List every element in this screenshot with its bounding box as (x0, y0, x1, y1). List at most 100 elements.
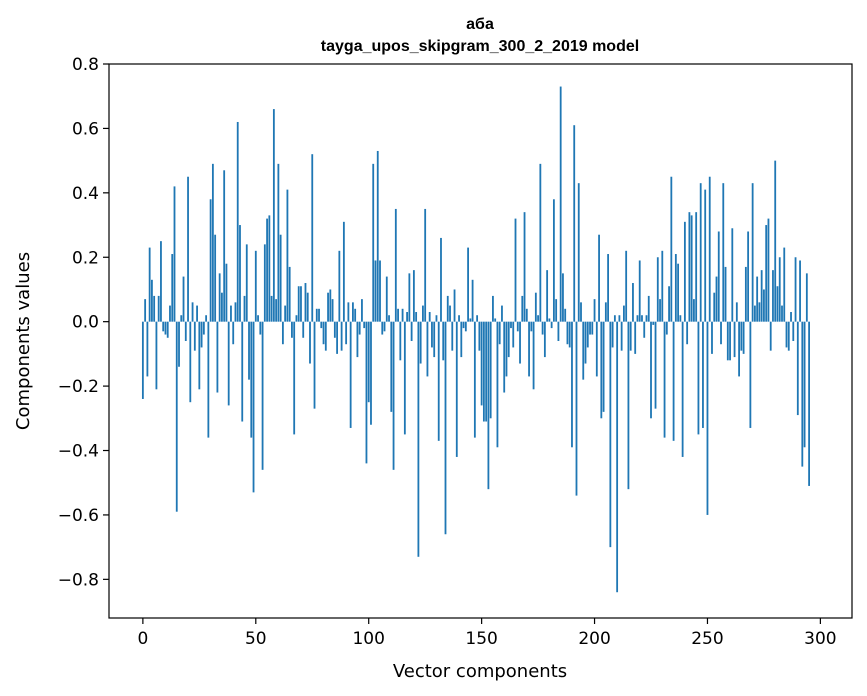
bar (458, 315, 460, 322)
bar (604, 302, 607, 322)
bar (342, 221, 345, 322)
bar (318, 308, 320, 322)
bar (193, 321, 196, 351)
bar (557, 321, 560, 341)
bar (442, 321, 445, 361)
bar (162, 321, 165, 332)
bar (602, 321, 605, 412)
bar (376, 150, 379, 322)
bar (315, 308, 318, 322)
bar (661, 250, 664, 322)
bar (507, 321, 510, 358)
bar (200, 321, 203, 348)
bar (595, 321, 598, 377)
x-axis-label: Vector components (393, 661, 567, 682)
bar (473, 321, 476, 438)
bar (263, 244, 266, 322)
bar (320, 321, 323, 329)
bar (679, 315, 682, 322)
bar (695, 212, 698, 322)
bar (462, 321, 465, 329)
bar (571, 321, 573, 448)
bar (756, 276, 759, 322)
bar (148, 247, 151, 322)
bar (157, 295, 160, 322)
bar (799, 260, 801, 322)
bar (566, 321, 569, 345)
bar (469, 318, 472, 322)
bar (523, 212, 526, 322)
bar (331, 299, 334, 322)
bar (180, 315, 183, 322)
bar (688, 212, 691, 322)
bar (241, 321, 244, 422)
y-tick-label: −0.4 (58, 442, 99, 462)
bar (643, 321, 646, 338)
bar (250, 321, 253, 438)
bar (293, 321, 296, 435)
bar (329, 289, 332, 322)
bar (225, 263, 228, 322)
bar (444, 321, 447, 535)
bar (259, 321, 262, 335)
bar (221, 292, 223, 322)
bar (153, 295, 156, 322)
bar (620, 321, 623, 351)
y-tick-label: −0.8 (58, 570, 99, 590)
chart-title-model: tayga_upos_skipgram_300_2_2019 model (321, 38, 639, 55)
bar (189, 321, 192, 403)
bar (778, 257, 781, 322)
bar (392, 321, 395, 470)
bar (417, 321, 420, 557)
bar (435, 315, 438, 322)
bar (440, 237, 442, 322)
x-tick-label: 300 (804, 629, 836, 649)
bar (354, 308, 357, 322)
bar (582, 321, 585, 380)
bar (656, 257, 659, 322)
bar (214, 234, 217, 322)
bar (146, 321, 149, 377)
bar (634, 321, 637, 354)
bar (324, 321, 327, 351)
y-tick-label: 0.0 (72, 313, 99, 333)
bar (284, 305, 287, 322)
bar (155, 321, 158, 390)
bar (796, 321, 799, 416)
bar (410, 321, 413, 341)
bar (245, 244, 248, 322)
y-tick-label: −0.6 (58, 506, 99, 526)
bar (169, 305, 171, 322)
bar (403, 321, 406, 435)
bar (632, 283, 634, 322)
bar (760, 270, 763, 322)
bar (767, 218, 770, 322)
bar (564, 308, 567, 322)
bar (390, 321, 393, 412)
bar (232, 321, 235, 345)
bar (422, 305, 424, 322)
bar (665, 321, 668, 335)
bar (521, 295, 524, 322)
bar (537, 315, 539, 322)
bar (731, 228, 734, 322)
bar (776, 286, 779, 322)
bar (277, 163, 280, 322)
bar (722, 183, 725, 322)
bar (478, 321, 481, 351)
bar (552, 199, 555, 322)
bar (480, 321, 483, 406)
x-tick-label: 0 (137, 629, 148, 649)
chart-title-word: аба (466, 16, 494, 33)
bar (525, 308, 528, 322)
bar (482, 321, 485, 422)
bar (785, 321, 788, 348)
bar (198, 321, 201, 390)
y-tick-label: 0.4 (72, 184, 99, 204)
bar (261, 321, 264, 470)
bar (236, 121, 239, 322)
bar (333, 321, 336, 338)
bar (275, 299, 278, 322)
bar (765, 225, 768, 322)
